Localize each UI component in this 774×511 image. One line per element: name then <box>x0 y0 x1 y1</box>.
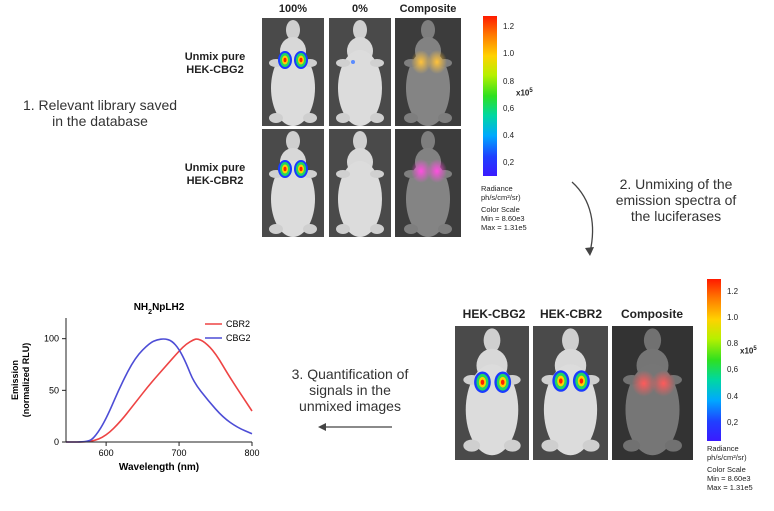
left-arrow-icon <box>318 423 392 431</box>
series-line-cbr2 <box>66 338 253 443</box>
cbar1-legend: Radiance ph/s/cm²/sr) Color Scale Min = … <box>481 184 527 232</box>
colorbar-1 <box>483 16 497 176</box>
cbar1-tick: 0,2 <box>503 158 515 167</box>
step-3-text: 3. Quantification of signals in the unmi… <box>291 366 409 414</box>
cbar1-tick: 0.8 <box>503 77 515 86</box>
cbar2-tick: 0,6 <box>727 365 739 374</box>
panel2-header-cbg2: HEK-CBG2 <box>462 307 526 321</box>
col-header-100: 100% <box>278 3 308 15</box>
colorbar-2 <box>707 279 721 441</box>
image-hek-cbr2 <box>533 326 608 460</box>
cbar1-tick: 1.2 <box>503 22 515 31</box>
cbar1-tick: 0.4 <box>503 131 515 140</box>
emission-chart: 0 50 100 600 700 800 NH2NpLH2 Wavelength (nm) Em… <box>10 302 260 473</box>
y-axis-label: Emission(normalized RLU) <box>10 343 31 418</box>
col-header-composite: Composite <box>399 3 457 15</box>
y-tick-label: 0 <box>54 437 59 447</box>
panel2-header-cbr2: HEK-CBR2 <box>539 307 602 321</box>
cbar2-exponent: x105 <box>740 346 757 356</box>
step-2-text: 2. Unmixing of the emission spectra of t… <box>615 176 737 224</box>
image-cbr2-100 <box>262 129 324 237</box>
cbar2-tick: 1.2 <box>727 287 739 296</box>
image-cbr2-0 <box>329 129 391 237</box>
cbar1-tick: 0,6 <box>503 104 515 113</box>
image-cbg2-100 <box>262 18 324 126</box>
y-tick-label: 100 <box>44 334 59 344</box>
image-hek-composite <box>612 326 693 460</box>
x-tick-label: 800 <box>244 448 259 458</box>
image-cbr2-composite <box>395 129 461 237</box>
cbar2-tick: 1.0 <box>727 313 739 322</box>
image-cbg2-composite <box>395 18 461 126</box>
series-line-cbg2 <box>66 338 253 443</box>
panel2-header-composite: Composite <box>620 307 683 321</box>
chart-title: NH2NpLH2 <box>134 302 185 316</box>
legend-label-cbg2: CBG2 <box>226 333 251 343</box>
cbar2-tick: 0.4 <box>727 392 739 401</box>
y-tick-label: 50 <box>49 385 59 395</box>
x-tick-label: 600 <box>99 448 114 458</box>
row-label-cbr2: Unmix pure HEK-CBR2 <box>184 162 246 187</box>
x-axis-label: Wavelength (nm) <box>119 462 199 473</box>
cbar2-tick: 0,2 <box>727 418 739 427</box>
image-cbg2-0 <box>329 18 391 126</box>
row-label-cbg2: Unmix pure HEK-CBG2 <box>184 51 246 76</box>
col-header-0: 0% <box>352 3 368 15</box>
cbar1-tick: 1.0 <box>503 49 515 58</box>
legend-label-cbr2: CBR2 <box>226 319 250 329</box>
cbar2-tick: 0.8 <box>727 339 739 348</box>
x-tick-label: 700 <box>172 448 187 458</box>
curved-arrow-icon <box>571 181 594 256</box>
cbar2-legend: Radiance ph/s/cm²/sr) Color Scale Min = … <box>707 444 753 492</box>
image-hek-cbg2 <box>455 326 529 460</box>
cbar1-exponent: x105 <box>516 88 533 98</box>
step-1-text: 1. Relevant library saved in the databas… <box>22 97 178 129</box>
